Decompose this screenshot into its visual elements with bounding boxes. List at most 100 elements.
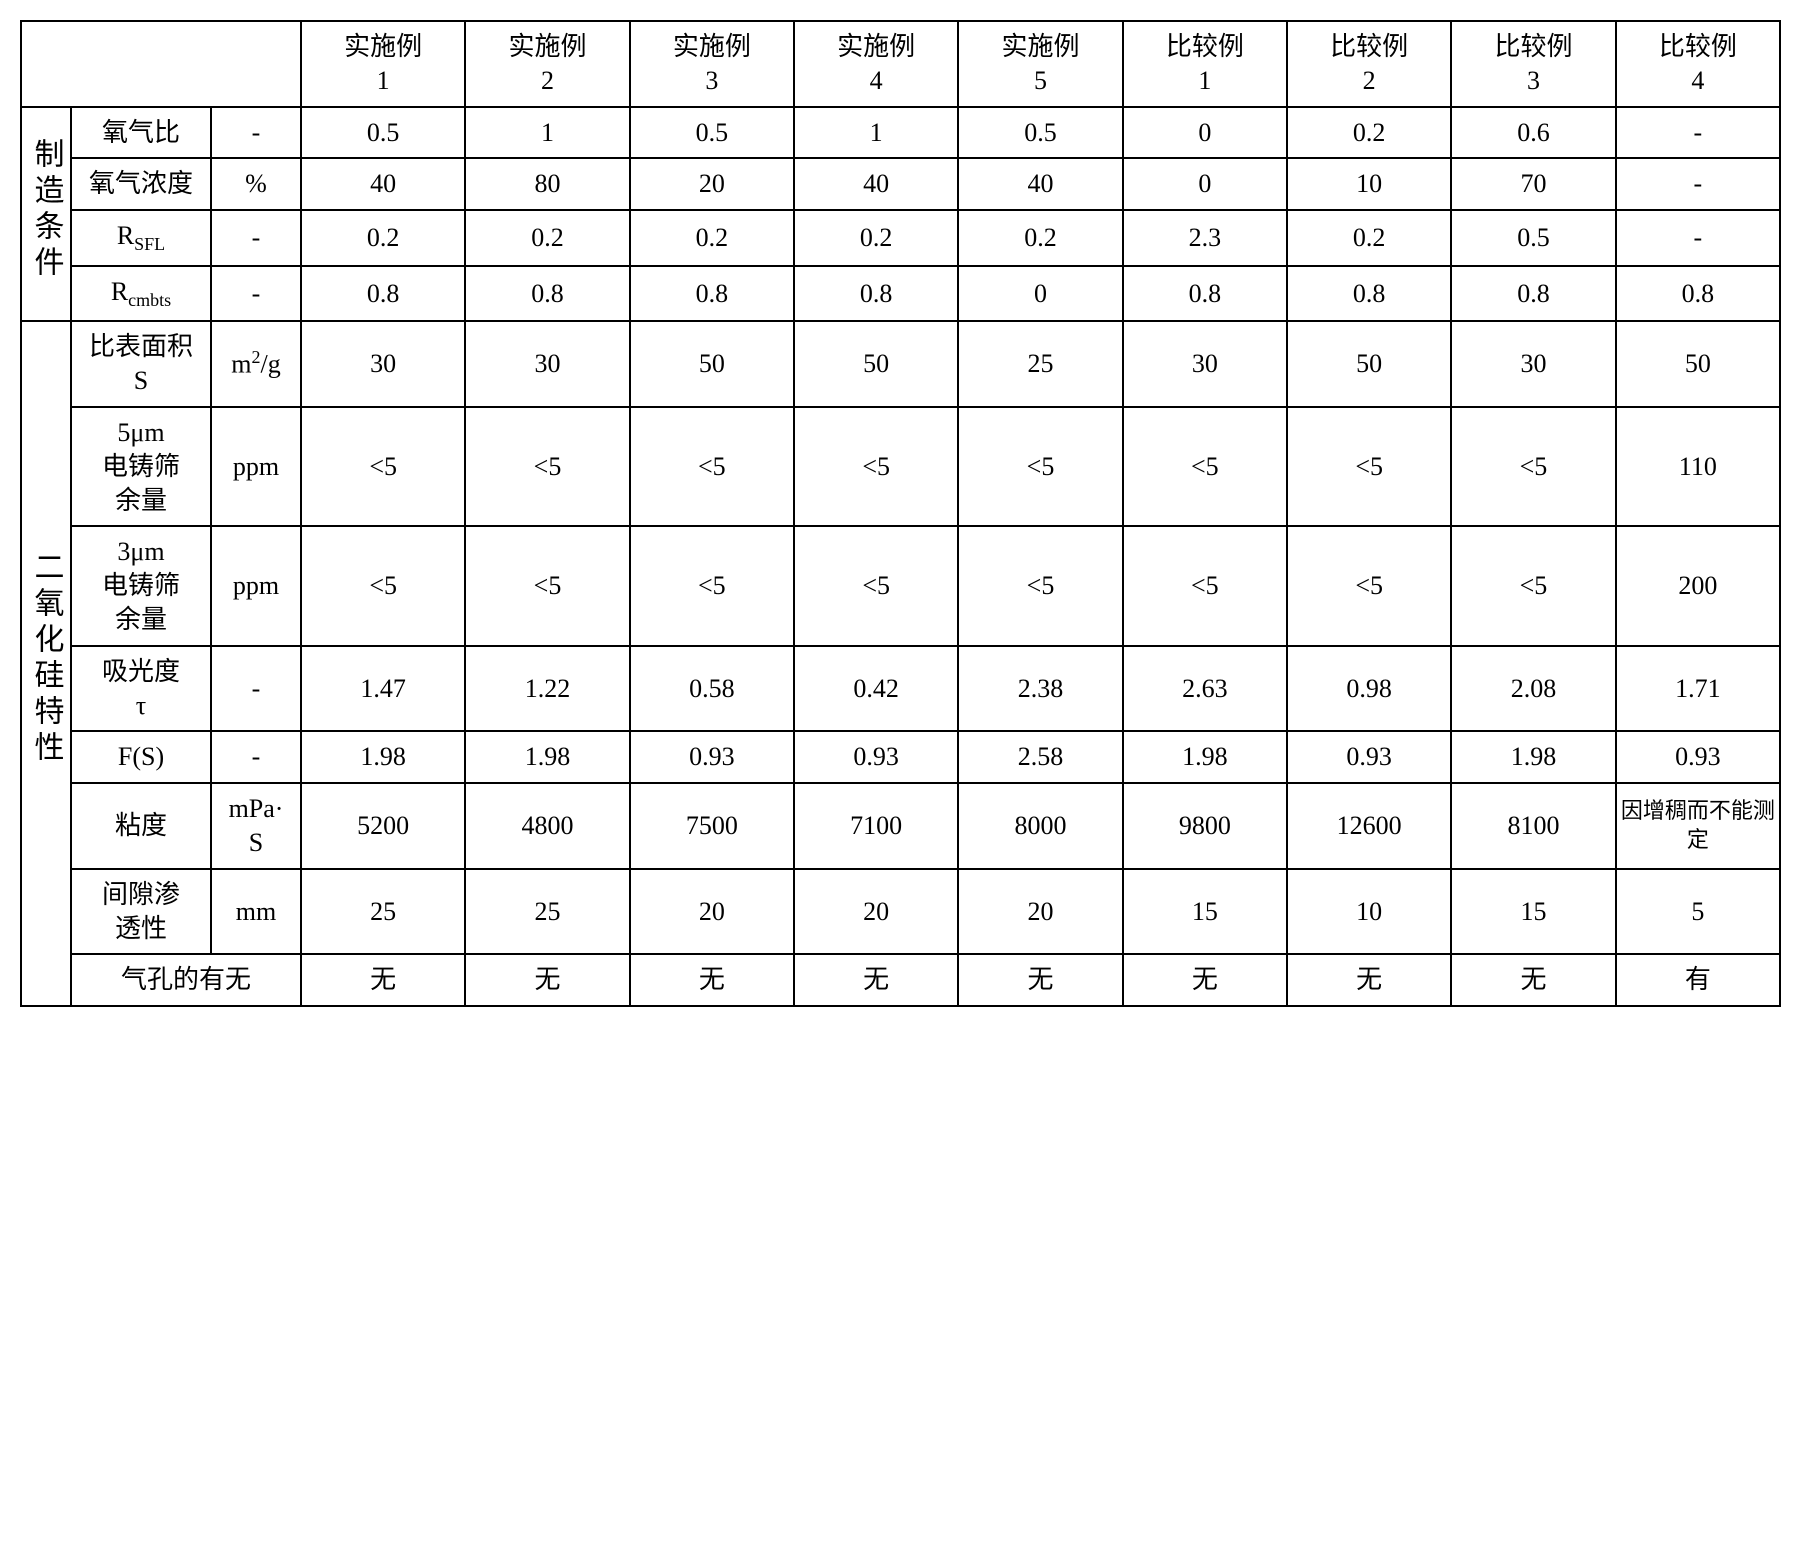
data-cell: - [1616, 210, 1780, 266]
table-row: 吸光度τ - 1.47 1.22 0.58 0.42 2.38 2.63 0.9… [21, 646, 1780, 732]
col-header: 比较例1 [1123, 21, 1287, 107]
data-cell: 50 [794, 321, 958, 407]
data-cell: 30 [465, 321, 629, 407]
table-row: F(S) - 1.98 1.98 0.93 0.93 2.58 1.98 0.9… [21, 731, 1780, 783]
data-table: 实施例1 实施例2 实施例3 实施例4 实施例5 比较例1 比较例2 比较例3 … [20, 20, 1781, 1007]
col-header-top: 比较例 [1166, 32, 1244, 61]
unit-cell: % [211, 158, 301, 210]
data-cell: 2.63 [1123, 646, 1287, 732]
data-cell: 1 [794, 107, 958, 159]
data-cell: 30 [1451, 321, 1615, 407]
data-cell: 0.5 [1451, 210, 1615, 266]
table-row: 间隙渗透性 mm 25 25 20 20 20 15 10 15 5 [21, 869, 1780, 955]
col-header: 比较例4 [1616, 21, 1780, 107]
col-header-num: 5 [1034, 66, 1047, 95]
param-cell: RSFL [71, 210, 211, 266]
col-header-top: 实施例 [673, 32, 751, 61]
table-row: 二氧化硅特性 比表面积S m2/g 30 30 50 50 25 30 50 3… [21, 321, 1780, 407]
data-cell: 2.38 [958, 646, 1122, 732]
data-cell: <5 [1287, 526, 1451, 645]
data-cell: 9800 [1123, 783, 1287, 869]
data-cell: 0.8 [794, 266, 958, 322]
data-cell: <5 [794, 407, 958, 526]
data-cell: 无 [465, 954, 629, 1006]
data-cell: 50 [1616, 321, 1780, 407]
col-header-top: 实施例 [1001, 32, 1079, 61]
data-cell: <5 [958, 407, 1122, 526]
data-cell: 0.5 [958, 107, 1122, 159]
param-cell: 3μm电铸筛余量 [71, 526, 211, 645]
data-cell: 0.2 [958, 210, 1122, 266]
col-header: 实施例 3 [630, 21, 794, 107]
table-row: RSFL - 0.2 0.2 0.2 0.2 0.2 2.3 0.2 0.5 - [21, 210, 1780, 266]
data-cell: 0.5 [630, 107, 794, 159]
data-cell: 1.98 [1451, 731, 1615, 783]
group-label: 二氧化硅特性 [27, 551, 66, 767]
data-cell: 12600 [1287, 783, 1451, 869]
data-cell: 20 [958, 869, 1122, 955]
unit-cell: - [211, 266, 301, 322]
data-cell: 4800 [465, 783, 629, 869]
data-cell: 8000 [958, 783, 1122, 869]
col-header-num: 1 [377, 66, 390, 95]
data-cell: 0.98 [1287, 646, 1451, 732]
data-cell: 0.42 [794, 646, 958, 732]
data-cell: 0.8 [465, 266, 629, 322]
data-cell: <5 [301, 526, 465, 645]
unit-cell: - [211, 210, 301, 266]
data-cell: 1.47 [301, 646, 465, 732]
col-header-num: 4 [870, 66, 883, 95]
col-header: 比较例3 [1451, 21, 1615, 107]
col-header: 实施例 4 [794, 21, 958, 107]
data-cell: 7100 [794, 783, 958, 869]
col-header-num: 2 [541, 66, 554, 95]
group-label-cell: 制造条件 [21, 107, 71, 322]
col-header-top: 实施例 [509, 32, 587, 61]
table-row: 氧气浓度 % 40 80 20 40 40 0 10 70 - [21, 158, 1780, 210]
data-cell: 2.08 [1451, 646, 1615, 732]
data-cell: 0.93 [1616, 731, 1780, 783]
data-cell: 15 [1123, 869, 1287, 955]
unit-cell: - [211, 646, 301, 732]
data-cell: 0.8 [1451, 266, 1615, 322]
data-cell: 20 [630, 158, 794, 210]
data-cell: 无 [1451, 954, 1615, 1006]
header-row: 实施例1 实施例2 实施例3 实施例4 实施例5 比较例1 比较例2 比较例3 … [21, 21, 1780, 107]
data-cell: 0.2 [465, 210, 629, 266]
data-cell: 0.93 [794, 731, 958, 783]
col-header-top: 实施例 [344, 32, 422, 61]
col-header-top: 实施例 [837, 32, 915, 61]
unit-cell: - [211, 107, 301, 159]
data-cell: <5 [1451, 526, 1615, 645]
col-header: 实施例 2 [465, 21, 629, 107]
data-cell: 1.98 [1123, 731, 1287, 783]
data-cell: 无 [630, 954, 794, 1006]
data-cell: 70 [1451, 158, 1615, 210]
data-cell: - [1616, 158, 1780, 210]
data-cell: 因增稠而不能测定 [1616, 783, 1780, 869]
data-cell: 80 [465, 158, 629, 210]
unit-cell: - [211, 731, 301, 783]
data-cell: <5 [1287, 407, 1451, 526]
data-cell: 0 [1123, 158, 1287, 210]
data-cell: 40 [794, 158, 958, 210]
col-header-num: 3 [705, 66, 718, 95]
param-cell: 氧气比 [71, 107, 211, 159]
data-cell: 0.93 [630, 731, 794, 783]
data-cell: 30 [1123, 321, 1287, 407]
data-cell: 40 [301, 158, 465, 210]
data-cell: - [1616, 107, 1780, 159]
param-cell: F(S) [71, 731, 211, 783]
data-cell: 50 [630, 321, 794, 407]
param-cell: 5μm电铸筛余量 [71, 407, 211, 526]
data-cell: <5 [1123, 407, 1287, 526]
param-cell: 气孔的有无 [71, 954, 301, 1006]
data-cell: 0.6 [1451, 107, 1615, 159]
unit-cell: ppm [211, 526, 301, 645]
data-cell: 无 [794, 954, 958, 1006]
table-row: 制造条件 氧气比 - 0.5 1 0.5 1 0.5 0 0.2 0.6 - [21, 107, 1780, 159]
data-cell: 25 [958, 321, 1122, 407]
header-blank [21, 21, 301, 107]
data-cell: <5 [794, 526, 958, 645]
param-cell: 吸光度τ [71, 646, 211, 732]
